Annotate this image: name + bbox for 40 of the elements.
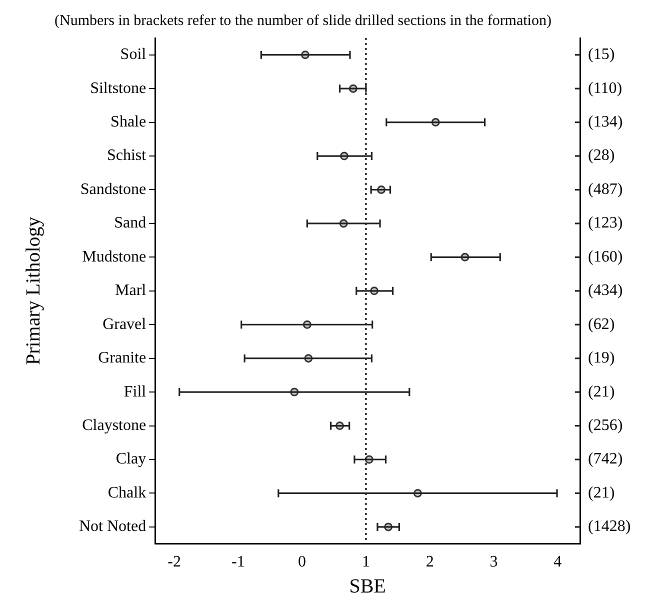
text: (21) (588, 484, 615, 502)
y-tick-label: Mudstone (82, 248, 146, 266)
y-tick-label: Schist (106, 147, 147, 164)
text: (28) (588, 147, 615, 164)
text: (19) (588, 350, 615, 367)
text: (62) (588, 316, 615, 333)
y-tick-label: Not Noted (78, 518, 146, 536)
y-tick-label: Siltstone (90, 80, 146, 97)
x-tick-label: 3 (490, 554, 498, 571)
y-tick-label: Marl (114, 282, 147, 300)
text: (134) (588, 114, 623, 131)
text: (123) (588, 214, 623, 232)
text: (742) (588, 450, 623, 468)
y-tick-label: Chalk (108, 484, 146, 502)
text: (434) (588, 282, 623, 300)
y-tick-label: Sand (114, 214, 146, 232)
text: (1428) (588, 518, 631, 536)
x-tick-label: 1 (362, 554, 370, 571)
y-tick-label: Granite (98, 350, 146, 367)
text: (487) (588, 180, 623, 198)
text: (15) (588, 46, 615, 64)
y-tick-label: Clay (116, 450, 146, 468)
y-tick-label: Fill (124, 383, 147, 400)
chart-title: (Numbers in brackets refer to the number of slide drilled sections in the formation) (54, 12, 552, 29)
y-tick-label: Sandstone (80, 180, 146, 198)
text: (110) (588, 80, 622, 97)
text: (21) (588, 383, 615, 400)
y-tick-label: Soil (120, 46, 147, 64)
x-tick-label: 0 (298, 554, 306, 571)
text: (160) (588, 248, 623, 266)
x-tick-label: 2 (426, 554, 434, 571)
y-tick-label: Gravel (102, 316, 147, 333)
text: (256) (588, 416, 623, 434)
y-axis-title: Primary Lithology (22, 216, 44, 366)
y-tick-label: Claystone (82, 416, 146, 434)
x-tick-label: -2 (168, 554, 181, 571)
y-tick-label: Shale (110, 114, 146, 131)
x-tick-label: -1 (232, 554, 245, 571)
x-tick-label: 4 (554, 554, 562, 571)
x-axis-title: SBE (349, 575, 386, 598)
